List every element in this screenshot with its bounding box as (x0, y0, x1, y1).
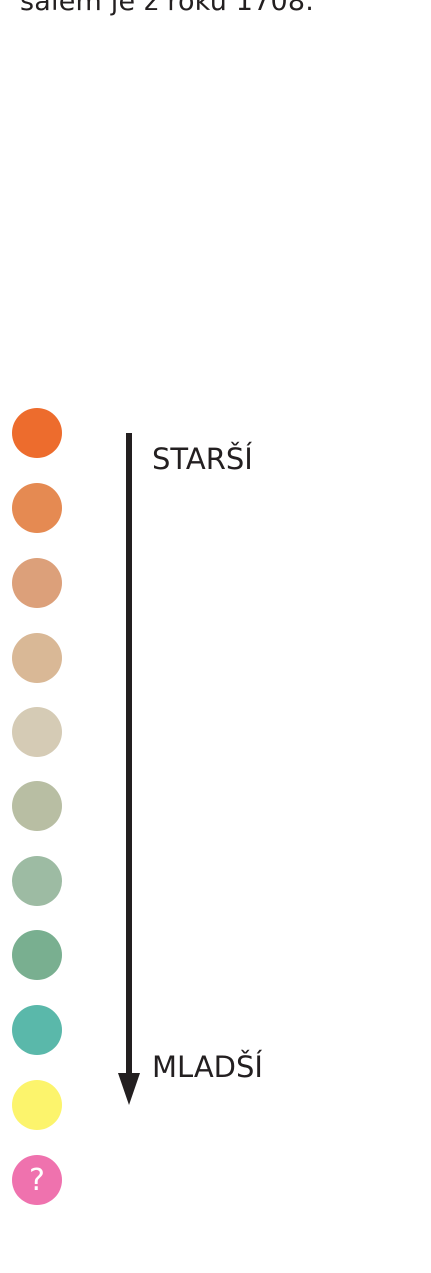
younger-label: MLADŠÍ (152, 1050, 263, 1084)
arrow-head (118, 1073, 140, 1105)
older-label: STARŠÍ (152, 442, 253, 476)
age-dot-7 (12, 856, 62, 906)
age-dot-3 (12, 558, 62, 608)
age-dot-9 (12, 1005, 62, 1055)
intro-text: šálem je z roku 1708. (20, 0, 315, 17)
question-mark-icon: ? (29, 1162, 45, 1198)
age-dot-10 (12, 1080, 62, 1130)
age-dot-1 (12, 408, 62, 458)
unknown-age-dot: ? (12, 1155, 62, 1205)
arrow-shaft (126, 433, 132, 1073)
age-dot-4 (12, 633, 62, 683)
age-dot-2 (12, 483, 62, 533)
age-dot-5 (12, 707, 62, 757)
age-dot-6 (12, 781, 62, 831)
age-dot-8 (12, 930, 62, 980)
age-direction-arrow (118, 433, 140, 1105)
